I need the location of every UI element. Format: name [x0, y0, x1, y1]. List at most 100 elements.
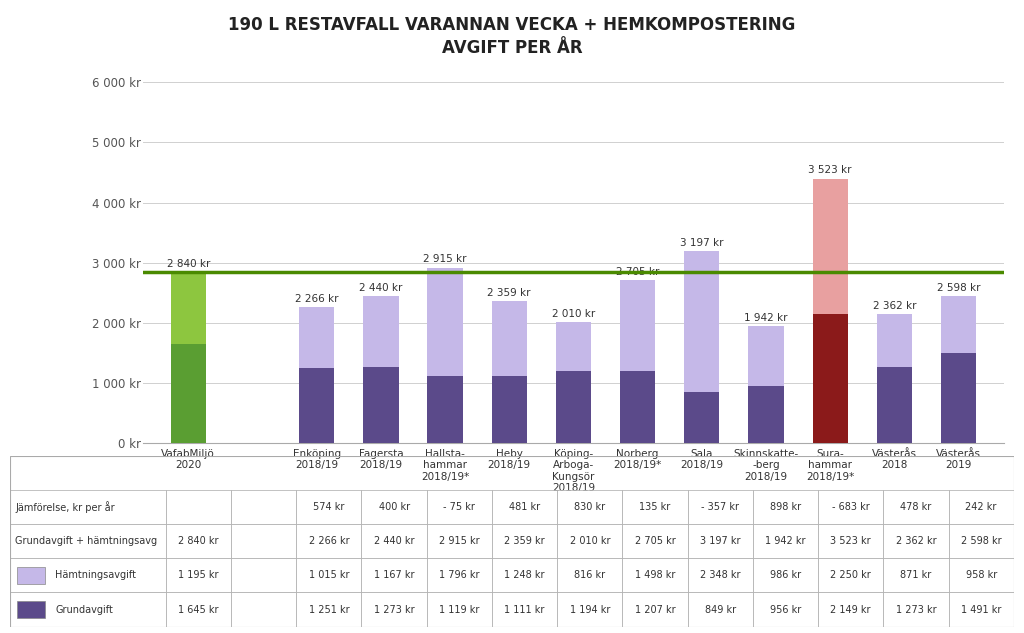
- Text: 2 705 kr: 2 705 kr: [616, 267, 659, 277]
- Bar: [620, 280, 655, 370]
- Text: 2 598 kr: 2 598 kr: [961, 536, 1001, 546]
- Bar: [884, 490, 948, 524]
- Bar: [296, 558, 361, 592]
- Bar: [749, 385, 783, 443]
- Bar: [492, 376, 527, 443]
- Bar: [688, 490, 753, 524]
- Text: - 357 kr: - 357 kr: [701, 502, 739, 512]
- Bar: [166, 524, 231, 558]
- Bar: [818, 627, 884, 633]
- Bar: [492, 490, 557, 524]
- Bar: [688, 524, 753, 558]
- Bar: [364, 296, 398, 367]
- Bar: [948, 490, 1014, 524]
- Bar: [688, 558, 753, 592]
- Text: 242 kr: 242 kr: [966, 502, 996, 512]
- Text: 1 942 kr: 1 942 kr: [744, 313, 787, 323]
- Text: 830 kr: 830 kr: [574, 502, 605, 512]
- Bar: [166, 592, 231, 627]
- Bar: [948, 592, 1014, 627]
- Bar: [427, 376, 463, 443]
- Text: 1 119 kr: 1 119 kr: [439, 605, 479, 615]
- Text: 574 kr: 574 kr: [313, 502, 344, 512]
- Bar: [557, 592, 623, 627]
- Bar: [427, 490, 492, 524]
- Bar: [556, 372, 591, 443]
- Bar: [884, 627, 948, 633]
- Text: 1 942 kr: 1 942 kr: [765, 536, 806, 546]
- Bar: [557, 524, 623, 558]
- Text: 3 523 kr: 3 523 kr: [809, 165, 852, 175]
- Bar: [296, 627, 361, 633]
- Bar: [231, 558, 296, 592]
- Bar: [166, 558, 231, 592]
- Bar: [427, 524, 492, 558]
- Bar: [620, 370, 655, 443]
- Bar: [296, 592, 361, 627]
- Text: 2 598 kr: 2 598 kr: [937, 282, 980, 292]
- Text: 2 362 kr: 2 362 kr: [896, 536, 936, 546]
- Text: 2 915 kr: 2 915 kr: [439, 536, 479, 546]
- Text: 956 kr: 956 kr: [770, 605, 801, 615]
- Text: 400 kr: 400 kr: [379, 502, 410, 512]
- Text: 871 kr: 871 kr: [900, 570, 932, 580]
- Bar: [557, 490, 623, 524]
- Text: 2 440 kr: 2 440 kr: [374, 536, 415, 546]
- Text: Grundavgift: Grundavgift: [55, 605, 114, 615]
- Text: 849 kr: 849 kr: [705, 605, 736, 615]
- Bar: [171, 272, 206, 344]
- Text: 816 kr: 816 kr: [574, 570, 605, 580]
- Bar: [884, 524, 948, 558]
- Bar: [813, 314, 848, 443]
- Bar: [10, 524, 166, 558]
- Bar: [948, 558, 1014, 592]
- Text: Jämförelse, kr per år: Jämförelse, kr per år: [15, 501, 115, 513]
- Bar: [231, 524, 296, 558]
- Text: 2 266 kr: 2 266 kr: [295, 294, 338, 304]
- Text: 1 273 kr: 1 273 kr: [374, 605, 415, 615]
- Text: 481 kr: 481 kr: [509, 502, 540, 512]
- Bar: [361, 592, 427, 627]
- Bar: [623, 490, 688, 524]
- Text: 2 010 kr: 2 010 kr: [569, 536, 610, 546]
- Bar: [361, 490, 427, 524]
- Bar: [299, 368, 334, 443]
- Text: 2 266 kr: 2 266 kr: [308, 536, 349, 546]
- Text: Grundavgift + hämtningsavg: Grundavgift + hämtningsavg: [15, 536, 158, 546]
- Bar: [753, 490, 818, 524]
- Bar: [361, 558, 427, 592]
- Bar: [884, 558, 948, 592]
- Text: - 75 kr: - 75 kr: [443, 502, 475, 512]
- Text: 1 796 kr: 1 796 kr: [439, 570, 479, 580]
- Text: - 683 kr: - 683 kr: [831, 502, 869, 512]
- Bar: [10, 627, 166, 633]
- Bar: [753, 627, 818, 633]
- Bar: [623, 627, 688, 633]
- Text: 1 167 kr: 1 167 kr: [374, 570, 415, 580]
- Text: 2 149 kr: 2 149 kr: [830, 605, 871, 615]
- Bar: [818, 490, 884, 524]
- Bar: [623, 524, 688, 558]
- Bar: [166, 627, 231, 633]
- Text: 986 kr: 986 kr: [770, 570, 801, 580]
- Bar: [10, 558, 166, 592]
- Bar: [557, 627, 623, 633]
- Text: 1 251 kr: 1 251 kr: [308, 605, 349, 615]
- Bar: [492, 558, 557, 592]
- Text: 2 705 kr: 2 705 kr: [635, 536, 676, 546]
- Bar: [427, 627, 492, 633]
- Text: 2 362 kr: 2 362 kr: [872, 301, 916, 311]
- Bar: [877, 367, 912, 443]
- Bar: [884, 592, 948, 627]
- Bar: [557, 558, 623, 592]
- Text: 2 359 kr: 2 359 kr: [504, 536, 545, 546]
- Bar: [753, 524, 818, 558]
- Bar: [10, 592, 166, 627]
- Text: Hämtningsavgift: Hämtningsavgift: [55, 570, 136, 580]
- Text: 1 195 kr: 1 195 kr: [178, 570, 219, 580]
- Text: 478 kr: 478 kr: [900, 502, 932, 512]
- Bar: [753, 592, 818, 627]
- Text: 958 kr: 958 kr: [966, 570, 996, 580]
- Bar: [427, 592, 492, 627]
- Text: 190 L RESTAVFALL VARANNAN VECKA + HEMKOMPOSTERING
AVGIFT PER ÅR: 190 L RESTAVFALL VARANNAN VECKA + HEMKOM…: [228, 16, 796, 58]
